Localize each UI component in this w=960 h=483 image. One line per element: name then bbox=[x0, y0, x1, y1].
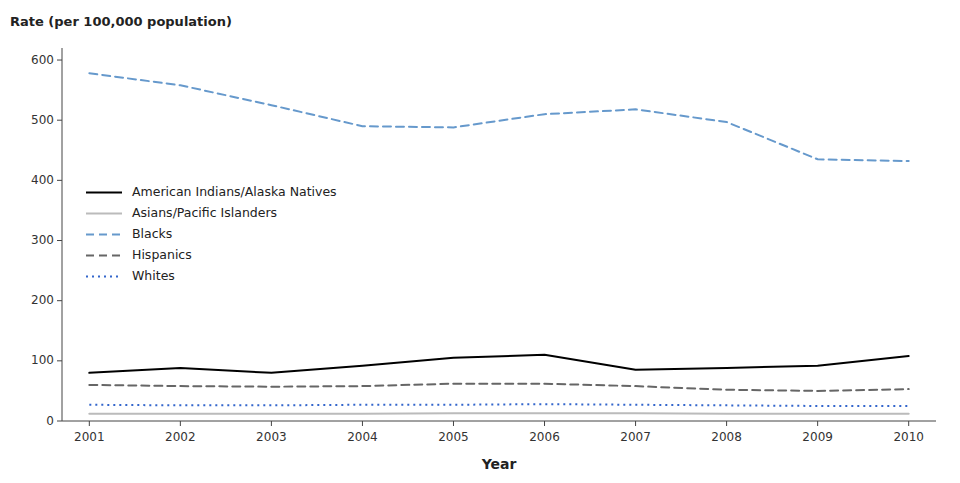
chart-container: 0 100 200 300 400 500 600 2001 2002 2003 2004 2005 2… bbox=[0, 0, 960, 483]
legend-swatch bbox=[86, 255, 122, 257]
legend-label: Blacks bbox=[132, 226, 172, 241]
series-line bbox=[89, 404, 908, 406]
y-tick-label: 300 bbox=[31, 233, 54, 247]
y-tick bbox=[57, 120, 62, 121]
y-tick bbox=[57, 180, 62, 181]
x-tick bbox=[453, 421, 454, 426]
y-tick-label: 600 bbox=[31, 53, 54, 67]
legend-swatch bbox=[86, 213, 122, 215]
legend-label: Whites bbox=[132, 268, 175, 283]
x-tick bbox=[271, 421, 272, 426]
x-tick-label: 2001 bbox=[74, 430, 105, 444]
x-tick-label: 2010 bbox=[893, 430, 924, 444]
legend-label: American Indians/Alaska Natives bbox=[132, 184, 337, 199]
x-tick-label: 2004 bbox=[347, 430, 378, 444]
x-tick bbox=[544, 421, 545, 426]
x-tick-label: 2005 bbox=[438, 430, 469, 444]
x-tick-label: 2008 bbox=[711, 430, 742, 444]
x-tick-label: 2003 bbox=[256, 430, 287, 444]
legend: American Indians/Alaska Natives Asians/Pa… bbox=[86, 184, 337, 283]
x-tick-label: 2009 bbox=[802, 430, 833, 444]
x-tick bbox=[362, 421, 363, 426]
x-tick bbox=[908, 421, 909, 426]
y-tick-label: 500 bbox=[31, 113, 54, 127]
y-tick bbox=[57, 421, 62, 422]
y-axis-label: Rate (per 100,000 population) bbox=[10, 14, 232, 29]
x-tick-label: 2007 bbox=[620, 430, 651, 444]
y-tick bbox=[57, 360, 62, 361]
x-tick bbox=[635, 421, 636, 426]
x-tick-label: 2006 bbox=[529, 430, 560, 444]
legend-swatch bbox=[86, 192, 122, 194]
legend-label: Asians/Pacific Islanders bbox=[132, 205, 277, 220]
y-tick-label: 0 bbox=[46, 414, 54, 428]
x-tick bbox=[726, 421, 727, 426]
y-tick-label: 100 bbox=[31, 353, 54, 367]
series-line bbox=[89, 73, 908, 161]
x-tick bbox=[817, 421, 818, 426]
x-axis-label: Year bbox=[481, 456, 517, 472]
y-tick bbox=[57, 60, 62, 61]
y-tick-label: 200 bbox=[31, 293, 54, 307]
y-tick bbox=[57, 300, 62, 301]
x-axis-line bbox=[62, 421, 936, 422]
series-line bbox=[89, 412, 908, 415]
legend-swatch bbox=[86, 276, 122, 278]
y-tick-label: 400 bbox=[31, 173, 54, 187]
lines bbox=[89, 73, 908, 414]
x-tick bbox=[89, 421, 90, 426]
y-axis-line bbox=[62, 48, 63, 421]
y-tick bbox=[57, 240, 62, 241]
series-line bbox=[89, 384, 908, 391]
series-line bbox=[89, 355, 908, 373]
x-tick-label: 2002 bbox=[165, 430, 196, 444]
axes: 0 100 200 300 400 500 600 2001 2002 2003 2004 2005 2… bbox=[31, 48, 936, 444]
x-tick bbox=[180, 421, 181, 426]
chart: 0 100 200 300 400 500 600 2001 2002 2003 2004 2005 2… bbox=[0, 0, 960, 483]
legend-label: Hispanics bbox=[132, 247, 192, 262]
legend-swatch bbox=[86, 234, 122, 236]
